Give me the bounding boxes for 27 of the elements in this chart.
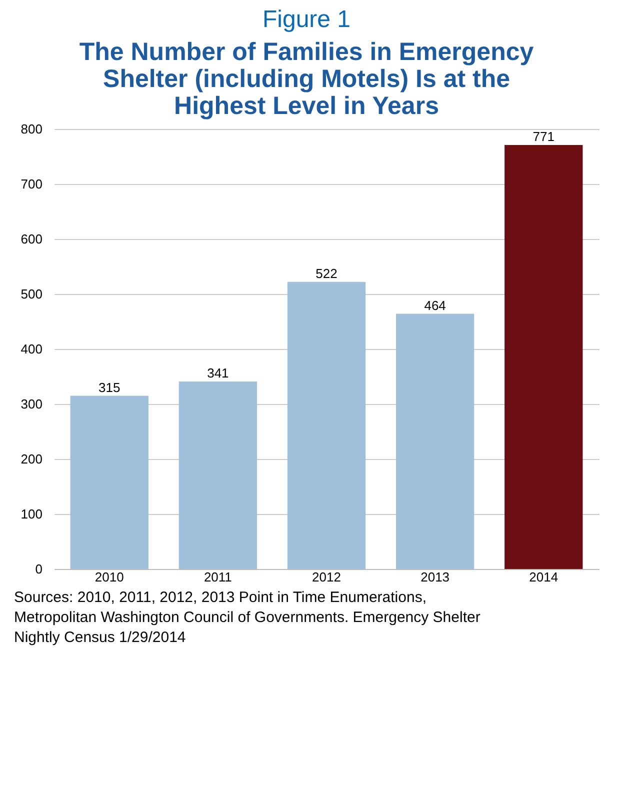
data-label: 315	[98, 380, 120, 395]
data-label: 522	[316, 266, 338, 281]
y-tick-label: 600	[20, 232, 42, 246]
y-tick-label: 100	[20, 506, 42, 522]
bar	[178, 381, 258, 569]
x-tick-label: 2011	[204, 570, 232, 584]
y-tick-label: 300	[20, 396, 42, 412]
x-tick-label: 2014	[529, 570, 558, 584]
bar	[504, 144, 583, 569]
y-tick-label: 400	[20, 342, 42, 356]
y-tick-label: 200	[20, 452, 42, 466]
chart-subtitle: The Number of Families in Emergency Shelter (including Motels) Is at the Highest Level in Years	[79, 38, 534, 120]
y-tick-label: 800	[20, 122, 42, 136]
y-tick-label: 700	[20, 176, 42, 192]
y-tick-label: 500	[20, 286, 42, 302]
chart-title: Figure 1	[262, 6, 351, 33]
data-label: 464	[424, 298, 446, 313]
x-tick-label: 2010	[94, 570, 124, 584]
x-tick-label: 2012	[312, 570, 341, 584]
bar	[396, 314, 474, 569]
bar	[70, 396, 148, 569]
data-label: 341	[207, 365, 229, 380]
bar	[287, 282, 366, 569]
y-tick-label: 0	[35, 562, 42, 576]
data-label: 771	[532, 128, 554, 144]
x-tick-label: 2013	[420, 570, 450, 584]
source-note: Sources: 2010, 2011, 2012, 2013 Point in Time Enumerations, Metropolitan Washington Council of Governments. Emergency Shelter Nightly Census 1/29/2014	[14, 589, 480, 646]
